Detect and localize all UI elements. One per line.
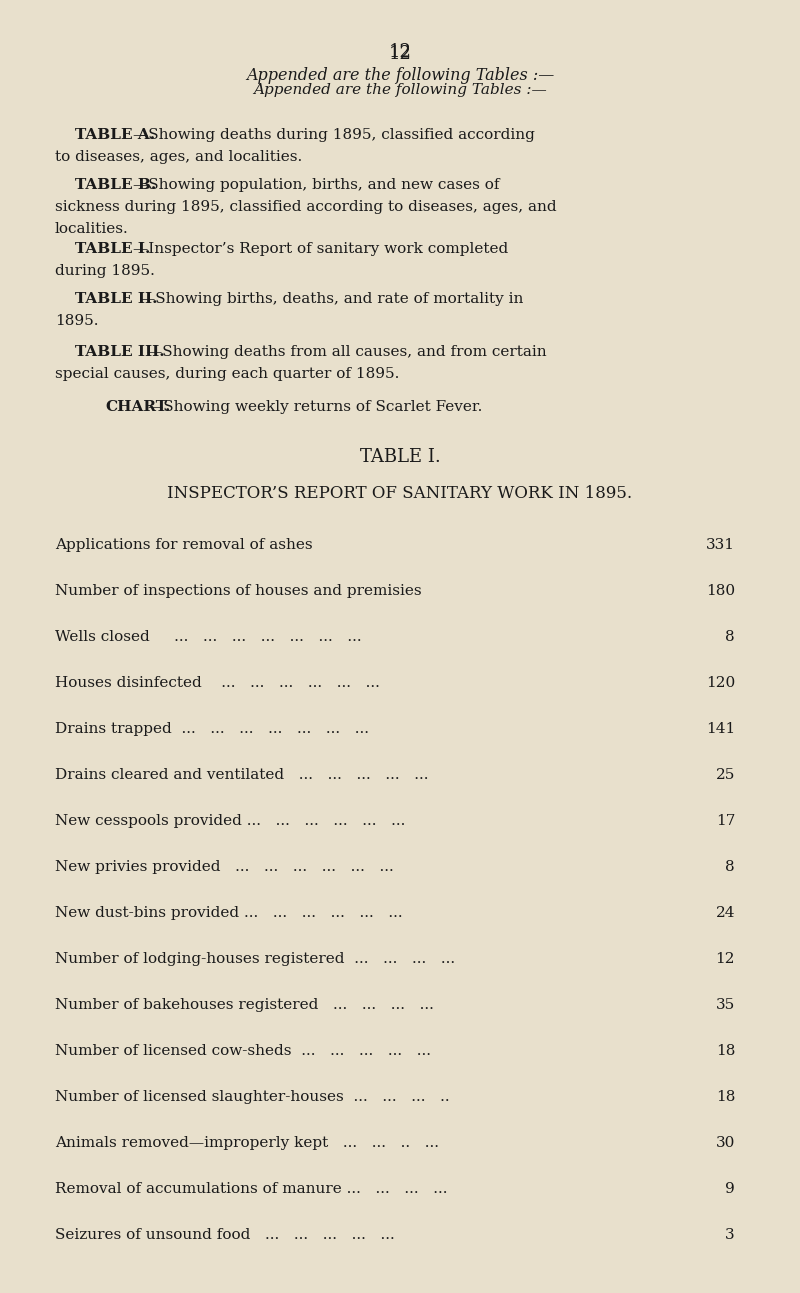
Text: 25: 25 <box>716 768 735 782</box>
Text: New privies provided   ...   ...   ...   ...   ...   ...: New privies provided ... ... ... ... ...… <box>55 860 394 874</box>
Text: to diseases, ages, and localities.: to diseases, ages, and localities. <box>55 150 302 164</box>
Text: 12: 12 <box>389 45 411 63</box>
Text: 331: 331 <box>706 538 735 552</box>
Text: sickness during 1895, classified according to diseases, ages, and: sickness during 1895, classified accordi… <box>55 200 557 215</box>
Text: Appended are the following Tables :—: Appended are the following Tables :— <box>253 83 547 97</box>
Text: 3: 3 <box>726 1228 735 1243</box>
Text: —Showing population, births, and new cases of: —Showing population, births, and new cas… <box>133 178 499 191</box>
Text: Number of licensed slaughter-houses  ...   ...   ...   ..: Number of licensed slaughter-houses ... … <box>55 1090 450 1104</box>
Text: TABLE B.: TABLE B. <box>75 178 156 191</box>
Text: Removal of accumulations of manure ...   ...   ...   ...: Removal of accumulations of manure ... .… <box>55 1182 447 1196</box>
Text: Drains cleared and ventilated   ...   ...   ...   ...   ...: Drains cleared and ventilated ... ... ..… <box>55 768 429 782</box>
Text: 17: 17 <box>716 815 735 828</box>
Text: 141: 141 <box>706 721 735 736</box>
Text: —Showing births, deaths, and rate of mortality in: —Showing births, deaths, and rate of mor… <box>140 292 523 306</box>
Text: New cesspools provided ...   ...   ...   ...   ...   ...: New cesspools provided ... ... ... ... .… <box>55 815 406 828</box>
Text: Drains trapped  ...   ...   ...   ...   ...   ...   ...: Drains trapped ... ... ... ... ... ... .… <box>55 721 369 736</box>
Text: TABLE I.: TABLE I. <box>360 447 440 465</box>
Text: 9: 9 <box>726 1182 735 1196</box>
Text: TABLE A.: TABLE A. <box>75 128 155 142</box>
Text: 24: 24 <box>715 906 735 921</box>
Text: Houses disinfected    ...   ...   ...   ...   ...   ...: Houses disinfected ... ... ... ... ... .… <box>55 676 380 690</box>
Text: localities.: localities. <box>55 222 129 237</box>
Text: Number of bakehouses registered   ...   ...   ...   ...: Number of bakehouses registered ... ... … <box>55 998 434 1012</box>
Text: CHART.: CHART. <box>105 400 170 414</box>
Text: Number of inspections of houses and premisies: Number of inspections of houses and prem… <box>55 584 422 597</box>
Text: Number of licensed cow-sheds  ...   ...   ...   ...   ...: Number of licensed cow-sheds ... ... ...… <box>55 1043 431 1058</box>
Text: —Showing weekly returns of Scarlet Fever.: —Showing weekly returns of Scarlet Fever… <box>148 400 482 414</box>
Text: 18: 18 <box>716 1090 735 1104</box>
Text: 1895.: 1895. <box>55 314 98 328</box>
Text: TABLE I.: TABLE I. <box>75 242 150 256</box>
Text: 8: 8 <box>726 630 735 644</box>
Text: Number of lodging-houses registered  ...   ...   ...   ...: Number of lodging-houses registered ... … <box>55 952 455 966</box>
Text: Animals removed—improperly kept   ...   ...   ..   ...: Animals removed—improperly kept ... ... … <box>55 1137 439 1149</box>
Text: 8: 8 <box>726 860 735 874</box>
Text: TABLE III.: TABLE III. <box>75 345 165 359</box>
Text: —Inspector’s Report of sanitary work completed: —Inspector’s Report of sanitary work com… <box>133 242 508 256</box>
Text: Applications for removal of ashes: Applications for removal of ashes <box>55 538 313 552</box>
Text: special causes, during each quarter of 1895.: special causes, during each quarter of 1… <box>55 367 399 381</box>
Text: during 1895.: during 1895. <box>55 264 155 278</box>
Text: —Showing deaths during 1895, classified according: —Showing deaths during 1895, classified … <box>133 128 534 142</box>
Text: 12: 12 <box>389 43 411 61</box>
Text: TABLE II.: TABLE II. <box>75 292 158 306</box>
Text: Seizures of unsound food   ...   ...   ...   ...   ...: Seizures of unsound food ... ... ... ...… <box>55 1228 394 1243</box>
Text: 35: 35 <box>716 998 735 1012</box>
Text: —Showing deaths from all causes, and from certain: —Showing deaths from all causes, and fro… <box>147 345 546 359</box>
Text: Appended are the following Tables :—: Appended are the following Tables :— <box>246 67 554 84</box>
Text: 18: 18 <box>716 1043 735 1058</box>
Text: 120: 120 <box>706 676 735 690</box>
Text: Wells closed     ...   ...   ...   ...   ...   ...   ...: Wells closed ... ... ... ... ... ... ... <box>55 630 362 644</box>
Text: 180: 180 <box>706 584 735 597</box>
Text: INSPECTOR’S REPORT OF SANITARY WORK IN 1895.: INSPECTOR’S REPORT OF SANITARY WORK IN 1… <box>167 485 633 502</box>
Text: 30: 30 <box>716 1137 735 1149</box>
Text: 12: 12 <box>715 952 735 966</box>
Text: New dust-bins provided ...   ...   ...   ...   ...   ...: New dust-bins provided ... ... ... ... .… <box>55 906 402 921</box>
